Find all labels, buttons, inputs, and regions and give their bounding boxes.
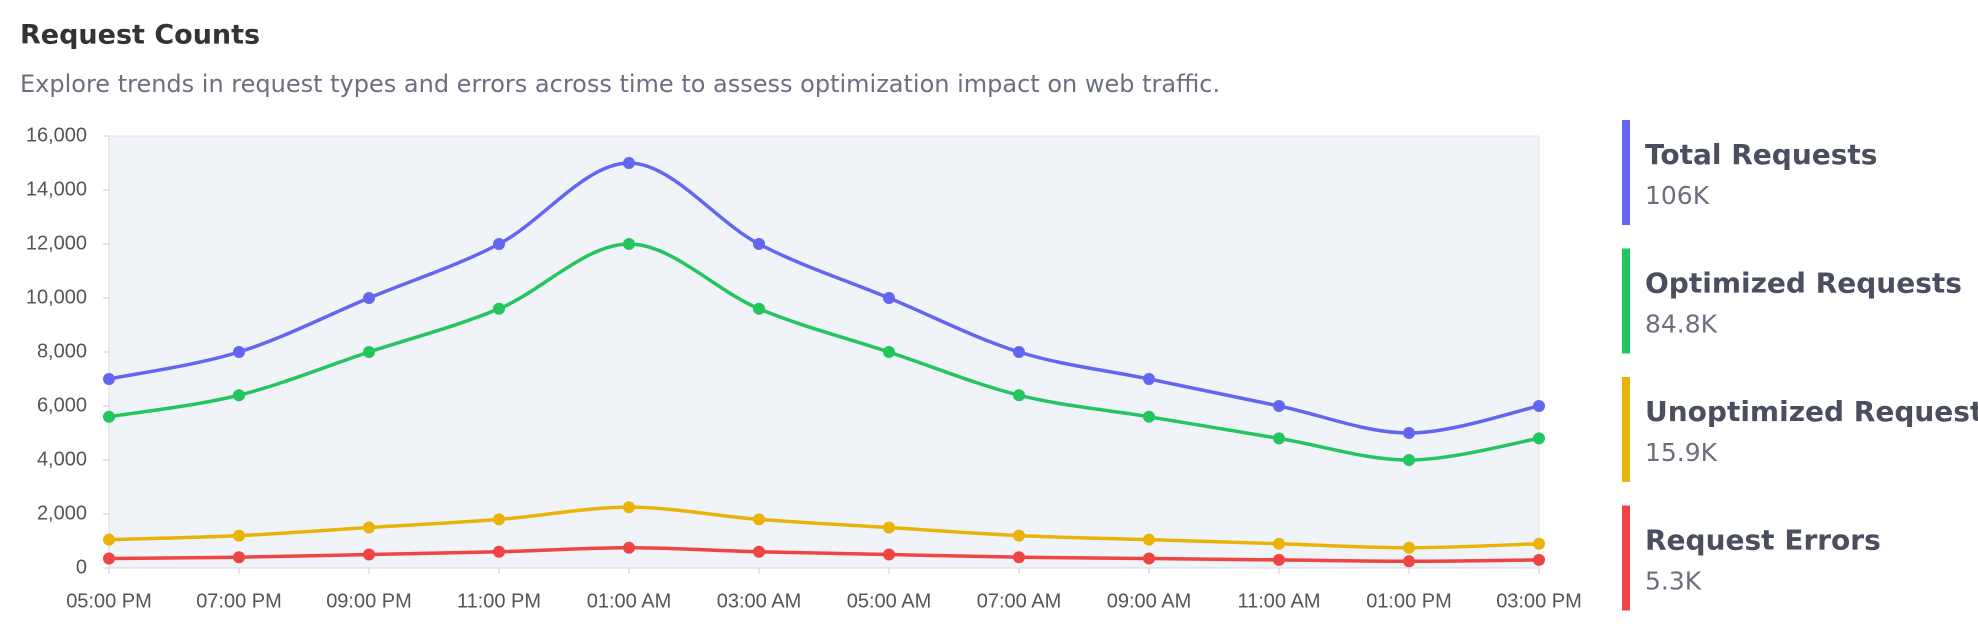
data-point [883, 521, 895, 534]
data-point [623, 157, 635, 169]
data-point [1403, 454, 1415, 466]
y-tick-label: 6,000 [37, 394, 87, 416]
legend-name: Request Errors [1645, 524, 1881, 557]
data-point [883, 292, 895, 304]
series-line [108, 545, 1540, 564]
series-line [108, 505, 1540, 550]
series-line [108, 161, 1540, 435]
data-point [1013, 551, 1025, 564]
data-point [1143, 552, 1155, 565]
x-tick-label: 11:00 AM [1237, 590, 1320, 612]
data-point [1403, 541, 1415, 554]
data-point [1013, 389, 1025, 402]
legend-swatch [1622, 377, 1630, 482]
data-point [493, 238, 505, 250]
data-point [1143, 533, 1155, 546]
data-point [1143, 373, 1155, 385]
data-point [753, 513, 765, 526]
data-point [363, 292, 375, 304]
data-point [233, 529, 245, 542]
y-tick-label: 12,000 [26, 232, 87, 254]
data-point [1273, 400, 1285, 412]
series-line [108, 242, 1540, 462]
legend-total: 15.9K [1645, 438, 1718, 467]
x-tick-label: 05:00 PM [66, 590, 152, 612]
data-point [233, 551, 245, 564]
y-tick-label: 8,000 [37, 340, 87, 362]
data-point [1403, 427, 1415, 439]
legend-name: Unoptimized Requests [1645, 395, 1978, 428]
chart-subtitle: Explore trends in request types and erro… [20, 70, 1220, 98]
data-point [883, 346, 895, 358]
x-tick-label: 07:00 AM [977, 590, 1062, 612]
data-point [1273, 432, 1285, 445]
x-tick-label: 01:00 AM [587, 590, 672, 612]
data-point [493, 545, 505, 558]
x-tick-label: 07:00 PM [196, 590, 282, 612]
data-point [623, 501, 635, 514]
x-tick-label: 05:00 AM [847, 590, 932, 612]
y-tick-label: 14,000 [26, 178, 87, 200]
data-point [103, 410, 115, 423]
data-point [1143, 410, 1155, 423]
data-point [233, 346, 245, 358]
legend-name: Total Requests [1645, 138, 1877, 171]
data-point [623, 541, 635, 554]
y-tick-label: 16,000 [26, 124, 87, 146]
data-point [493, 302, 505, 315]
data-point [363, 521, 375, 534]
data-point [103, 552, 115, 565]
data-point [1273, 537, 1285, 550]
legend-swatch [1622, 505, 1630, 611]
chart-title: Request Counts [20, 20, 260, 51]
data-point [1533, 553, 1545, 566]
data-point [233, 389, 245, 402]
data-point [103, 373, 115, 385]
legend-name: Optimized Requests [1645, 267, 1962, 300]
data-point [493, 513, 505, 526]
data-point [1533, 537, 1545, 550]
data-point [883, 548, 895, 561]
data-point [1533, 400, 1545, 412]
y-tick-label: 4,000 [37, 448, 87, 470]
x-tick-label: 03:00 PM [1496, 590, 1582, 612]
y-tick-label: 10,000 [26, 286, 87, 308]
data-point [1013, 529, 1025, 542]
x-tick-label: 03:00 AM [717, 590, 802, 612]
x-tick-label: 09:00 PM [326, 590, 412, 612]
legend-total: 84.8K [1645, 310, 1718, 339]
data-point [103, 533, 115, 546]
data-point [1273, 553, 1285, 566]
data-point [1013, 346, 1025, 358]
legend-total: 106K [1645, 181, 1710, 210]
data-point [753, 302, 765, 315]
data-point [753, 238, 765, 250]
data-point [623, 238, 635, 250]
data-point [1403, 555, 1415, 568]
data-point [363, 548, 375, 561]
x-tick-label: 01:00 PM [1366, 590, 1452, 612]
x-tick-label: 11:00 PM [457, 590, 541, 612]
data-point [753, 545, 765, 558]
legend-swatch [1622, 120, 1630, 225]
y-tick-label: 0 [76, 556, 87, 578]
plot-area [108, 135, 1540, 569]
legend-swatch [1622, 248, 1630, 354]
data-point [363, 346, 375, 358]
data-point [1533, 432, 1545, 445]
legend-total: 5.3K [1645, 567, 1702, 596]
y-tick-label: 2,000 [37, 502, 87, 524]
x-tick-label: 09:00 AM [1107, 590, 1192, 612]
